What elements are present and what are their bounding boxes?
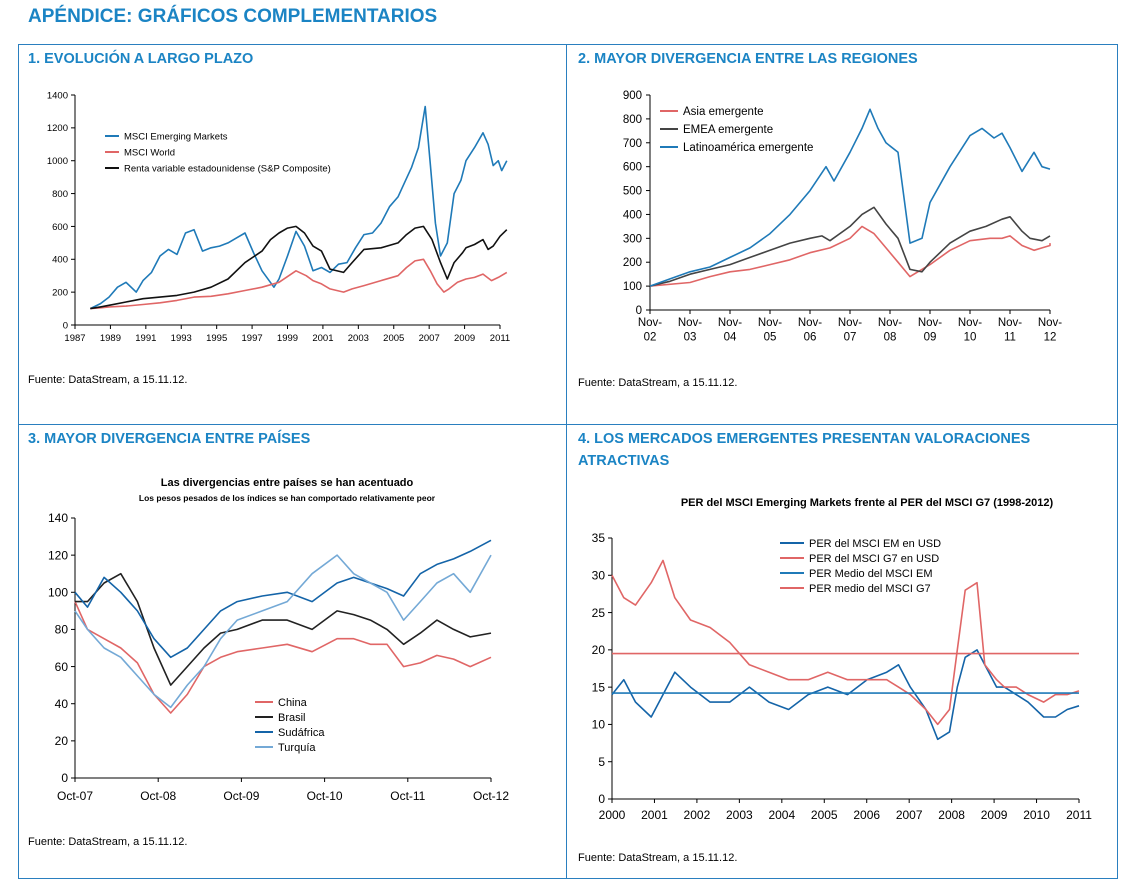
panel-3-title: 3. MAYOR DIVERGENCIA ENTRE PAÍSES [28,431,311,447]
panel-divider-vertical [566,44,567,879]
panel-4-title: 4. LOS MERCADOS EMERGENTES PRESENTAN VAL… [578,431,1031,469]
panel-3-source: Fuente: DataStream, a 15.11.12. [28,836,188,848]
panel-1-source: Fuente: DataStream, a 15.11.12. [28,374,188,386]
panel-frame [18,44,1118,879]
panel-1-title: 1. EVOLUCIÓN A LARGO PLAZO [28,51,254,67]
panel-divider-horizontal [18,424,1118,425]
panel-2-source: Fuente: DataStream, a 15.11.12. [578,377,738,389]
page-title: APÉNDICE: GRÁFICOS COMPLEMENTARIOS [28,6,438,27]
panel-2-title: 2. MAYOR DIVERGENCIA ENTRE LAS REGIONES [578,51,918,67]
panel-4-source: Fuente: DataStream, a 15.11.12. [578,852,738,864]
